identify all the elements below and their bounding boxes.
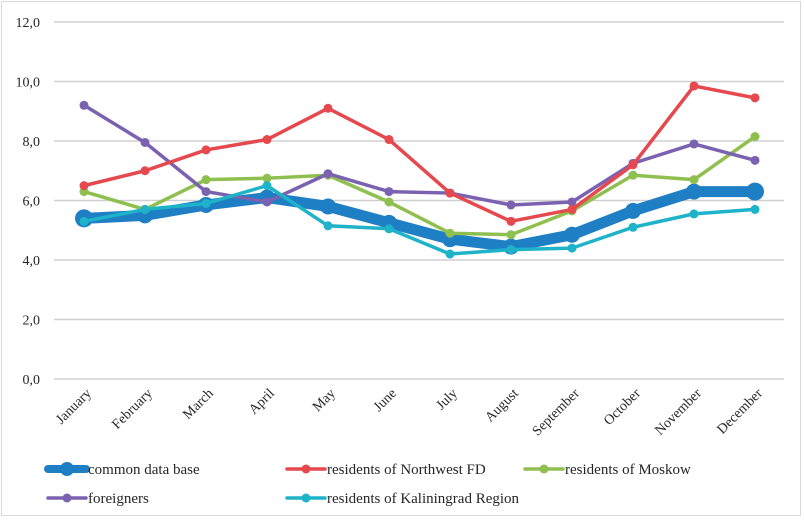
data-point bbox=[567, 204, 577, 214]
legend-label: common data base bbox=[88, 462, 200, 478]
series-line bbox=[78, 186, 761, 253]
legend: common data base residents of Northwest F… bbox=[44, 462, 691, 507]
x-tick-label: December bbox=[715, 386, 767, 438]
data-point bbox=[140, 204, 150, 214]
data-point bbox=[140, 137, 150, 147]
series-line bbox=[82, 183, 757, 256]
gridlines bbox=[54, 21, 784, 380]
legend-marker-icon bbox=[539, 464, 549, 474]
series-residents-of-kaliningrad-region bbox=[79, 181, 760, 259]
data-point bbox=[689, 175, 699, 185]
legend-marker-icon bbox=[60, 462, 74, 476]
data-point bbox=[750, 204, 760, 214]
legend-label: residents of Moskow bbox=[565, 462, 691, 478]
data-point bbox=[506, 245, 516, 255]
legend-marker-icon bbox=[301, 464, 311, 474]
data-point bbox=[262, 181, 272, 191]
y-tick-label: 12,0 bbox=[16, 16, 41, 31]
data-point bbox=[79, 100, 89, 110]
data-point bbox=[567, 197, 577, 207]
legend-marker-icon bbox=[301, 493, 311, 503]
legend-item[interactable]: foreigners bbox=[46, 491, 149, 507]
data-point bbox=[140, 166, 150, 176]
x-tick-label: September bbox=[530, 386, 583, 439]
x-tick-label: June bbox=[371, 386, 400, 415]
x-tick-label: November bbox=[652, 386, 705, 439]
x-tick-label: May bbox=[310, 386, 339, 415]
series-line bbox=[82, 84, 757, 224]
x-tick-label: March bbox=[180, 386, 216, 422]
x-tick-label: April bbox=[246, 386, 278, 418]
x-tick-label: October bbox=[601, 386, 644, 429]
data-point bbox=[384, 197, 394, 207]
data-point bbox=[384, 224, 394, 234]
data-point bbox=[746, 182, 764, 201]
data-point bbox=[564, 226, 580, 243]
data-point bbox=[445, 249, 455, 259]
data-point bbox=[445, 228, 455, 238]
y-tick-label: 10,0 bbox=[16, 76, 41, 91]
data-point bbox=[384, 135, 394, 145]
y-axis-ticks: 0,0 2,0 4,0 6,0 8,0 10,0 12,0 bbox=[16, 16, 41, 388]
x-tick-label: February bbox=[109, 386, 155, 432]
series-line bbox=[82, 134, 757, 237]
legend-label: residents of Kaliningrad Region bbox=[327, 491, 520, 507]
legend-item[interactable]: residents of Kaliningrad Region bbox=[285, 491, 520, 507]
x-axis-ticks: January February March April May June July Augu… bbox=[53, 386, 766, 439]
data-point bbox=[262, 173, 272, 183]
legend-item[interactable]: residents of Northwest FD bbox=[285, 462, 486, 478]
data-point bbox=[628, 160, 638, 170]
data-point bbox=[201, 187, 211, 197]
y-tick-label: 2,0 bbox=[23, 314, 41, 329]
data-point bbox=[201, 145, 211, 155]
data-point bbox=[445, 188, 455, 198]
data-point bbox=[689, 209, 699, 219]
series-common-data-base bbox=[75, 182, 764, 255]
series-lines bbox=[75, 81, 764, 259]
data-point bbox=[506, 216, 516, 226]
series-line bbox=[82, 103, 757, 207]
legend-label: residents of Northwest FD bbox=[327, 462, 486, 478]
data-point bbox=[506, 200, 516, 210]
x-tick-label: July bbox=[434, 386, 461, 413]
legend-item[interactable]: residents of Moskow bbox=[523, 462, 691, 478]
data-point bbox=[750, 155, 760, 165]
x-tick-label: January bbox=[53, 386, 94, 427]
data-point bbox=[323, 169, 333, 179]
data-point bbox=[628, 222, 638, 232]
y-tick-label: 0,0 bbox=[23, 373, 41, 388]
data-point bbox=[686, 183, 702, 200]
data-point bbox=[79, 216, 89, 226]
y-tick-label: 4,0 bbox=[23, 254, 41, 269]
data-point bbox=[320, 198, 336, 215]
y-tick-label: 8,0 bbox=[23, 135, 41, 150]
y-tick-label: 6,0 bbox=[23, 195, 41, 210]
data-point bbox=[201, 198, 211, 208]
x-tick-label: August bbox=[483, 386, 522, 425]
data-point bbox=[201, 175, 211, 185]
data-point bbox=[323, 221, 333, 231]
data-point bbox=[262, 197, 272, 207]
data-point bbox=[384, 187, 394, 197]
data-point bbox=[689, 81, 699, 91]
series-residents-of-northwest-fd bbox=[79, 81, 760, 226]
data-point bbox=[506, 230, 516, 240]
data-point bbox=[79, 181, 89, 191]
data-point bbox=[323, 103, 333, 113]
data-point bbox=[689, 139, 699, 149]
data-point bbox=[567, 243, 577, 253]
data-point bbox=[750, 93, 760, 103]
data-point bbox=[625, 202, 641, 219]
data-point bbox=[750, 132, 760, 142]
legend-item[interactable]: common data base bbox=[44, 462, 200, 478]
data-point bbox=[628, 170, 638, 180]
legend-marker-icon bbox=[62, 493, 72, 503]
data-point bbox=[262, 135, 272, 145]
legend-label: foreigners bbox=[88, 491, 149, 507]
